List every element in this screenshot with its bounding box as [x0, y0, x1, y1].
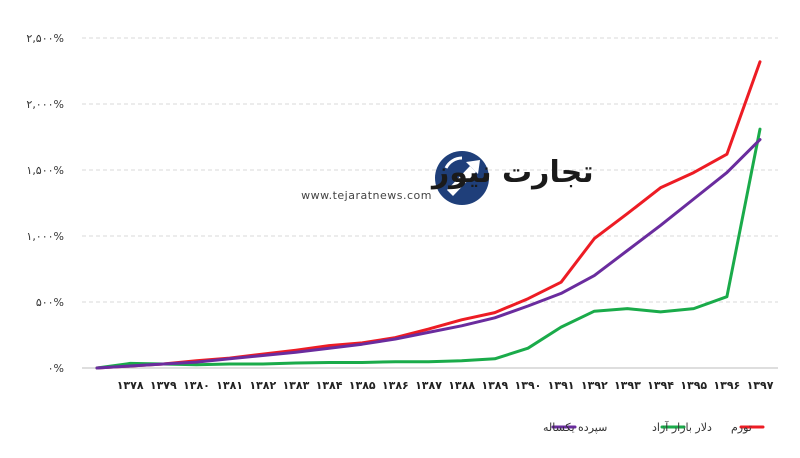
tejaratnews-logo: تجارت نیوز www.tejaratnews.com — [301, 151, 594, 205]
x-tick-label: ۱۳۹۰ — [515, 379, 542, 392]
logo-arc-icon — [444, 156, 463, 169]
x-tick-label: ۱۳۹۴ — [647, 379, 674, 392]
x-tick-label: ۱۳۸۱ — [216, 379, 243, 392]
x-axis-ticks: ۱۳۷۸ ۱۳۷۹ ۱۳۸۰ ۱۳۸۱ ۱۳۸۲ ۱۳۸۳ ۱۳۸۴ ۱۳۸۵ ۱۳۸۶ ۱۳۸۷… — [117, 379, 774, 392]
x-tick-label: ۱۳۹۱ — [548, 379, 575, 392]
y-tick-label: ۲,۰۰۰% — [26, 98, 64, 111]
x-tick-label: ۱۳۸۷ — [415, 379, 442, 392]
legend: سپرده یکساله دلار بازار آزاد تورم — [543, 420, 765, 434]
logo-arrow-head-icon — [466, 160, 480, 174]
x-tick-label: ۱۳۷۹ — [150, 379, 177, 392]
legend-label: دلار بازار آزاد — [652, 420, 712, 434]
x-tick-label: ۱۳۹۲ — [581, 379, 608, 392]
x-tick-label: ۱۳۹۵ — [680, 379, 707, 392]
y-tick-label: ۲,۵۰۰% — [26, 32, 64, 45]
x-tick-label: ۱۳۹۷ — [747, 379, 774, 392]
logo-arrow-icon — [447, 166, 476, 196]
x-tick-label: ۱۳۸۳ — [282, 379, 309, 392]
x-tick-label: ۱۳۸۲ — [249, 379, 276, 392]
legend-label: سپرده یکساله — [543, 421, 607, 434]
grid-lines — [82, 37, 778, 369]
x-tick-label: ۱۳۹۶ — [713, 379, 740, 392]
series-lines — [95, 60, 762, 370]
y-axis-ticks: ۰% ۵۰۰% ۱,۰۰۰% ۱,۵۰۰% ۲,۰۰۰% ۲,۵۰۰% — [26, 32, 64, 375]
series-line — [95, 127, 762, 370]
x-tick-label: ۱۳۸۸ — [448, 379, 475, 392]
y-tick-label: ۰% — [48, 362, 64, 375]
logo-url: www.tejaratnews.com — [301, 189, 432, 202]
logo-name: تجارت نیوز — [430, 155, 594, 190]
x-tick-label: ۱۳۸۵ — [349, 379, 376, 392]
x-tick-label: ۱۳۸۶ — [382, 379, 409, 392]
x-tick-label: ۱۳۸۴ — [316, 379, 343, 392]
x-tick-label: ۱۳۷۸ — [117, 379, 144, 392]
series-line — [95, 138, 762, 370]
x-tick-label: ۱۳۸۹ — [481, 379, 508, 392]
x-tick-label: ۱۳۸۰ — [183, 379, 210, 392]
y-tick-label: ۱,۰۰۰% — [26, 230, 64, 243]
y-tick-label: ۱,۵۰۰% — [26, 164, 64, 177]
legend-label: تورم — [731, 421, 752, 434]
series-line — [95, 60, 762, 370]
y-tick-label: ۵۰۰% — [36, 296, 64, 309]
x-tick-label: ۱۳۹۳ — [614, 379, 641, 392]
